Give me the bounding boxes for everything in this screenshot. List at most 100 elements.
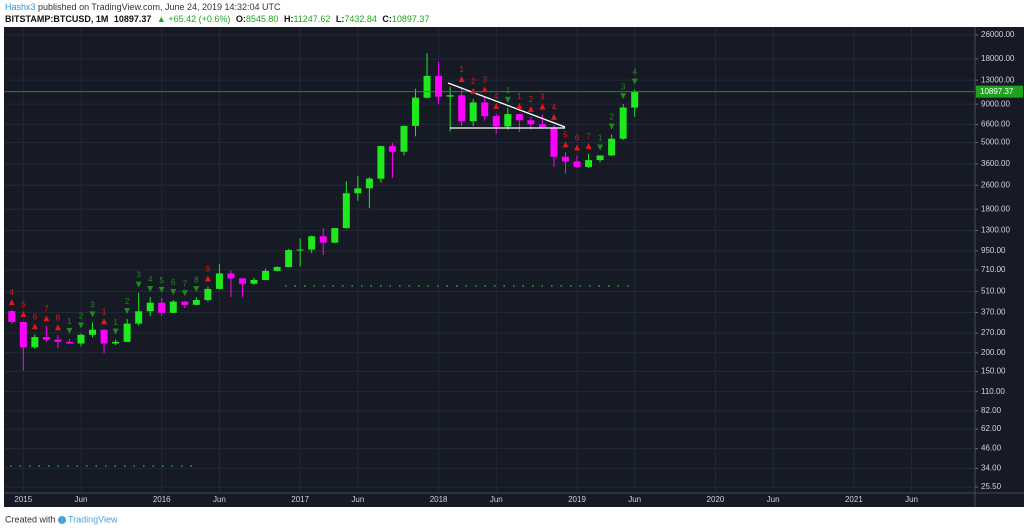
publish-line: Hashx3 published on TradingView.com, Jun… xyxy=(5,2,284,12)
buy-count: 4 xyxy=(632,68,637,77)
candle-body xyxy=(135,311,143,324)
buy-triangle xyxy=(124,307,131,314)
sell-count: 6 xyxy=(33,312,38,321)
y-tick-label: 200.00 xyxy=(981,348,1006,357)
sell-count: 8 xyxy=(56,313,61,322)
candle-body xyxy=(469,102,477,122)
candle-body xyxy=(400,125,408,152)
low-label: L: xyxy=(335,14,345,24)
y-tick-label: 82.00 xyxy=(981,406,1002,415)
trend-line xyxy=(447,82,566,128)
buy-count: 3 xyxy=(136,271,141,280)
x-tick-label: Jun xyxy=(628,495,641,504)
sell-triangle xyxy=(550,113,557,120)
candle-body xyxy=(515,114,523,121)
y-tick-label: 26000.00 xyxy=(981,30,1015,39)
sell-triangle xyxy=(470,87,477,94)
x-tick-label: 2021 xyxy=(845,495,863,504)
candle-body xyxy=(8,311,16,322)
candle-body xyxy=(481,102,489,117)
sell-count: 7 xyxy=(586,132,591,141)
candle-body xyxy=(169,301,177,313)
x-tick-label: 2018 xyxy=(430,495,448,504)
candle-body xyxy=(342,193,350,229)
buy-triangle xyxy=(170,289,177,296)
candle-body xyxy=(215,273,223,289)
y-tick-label: 62.00 xyxy=(981,424,1002,433)
y-tick-label: 950.00 xyxy=(981,246,1006,255)
y-tick-label: 6600.00 xyxy=(981,120,1010,129)
candle-body xyxy=(123,323,131,342)
sell-triangle xyxy=(516,102,523,109)
buy-count: 2 xyxy=(125,297,130,306)
x-tick-label: Jun xyxy=(213,495,226,504)
published: published on TradingView.com, June 24, 2… xyxy=(38,2,281,12)
author[interactable]: Hashx3 xyxy=(5,2,36,12)
sell-count: 1 xyxy=(459,65,464,74)
sell-triangle xyxy=(43,315,50,322)
change: ▲ +65.42 (+0.6%) xyxy=(156,14,231,24)
buy-count: 1 xyxy=(506,86,511,95)
y-tick-label: 370.00 xyxy=(981,308,1006,317)
buy-count: 8 xyxy=(194,275,199,284)
candle-body xyxy=(100,329,108,344)
candle-body xyxy=(365,178,373,189)
buy-triangle xyxy=(66,327,73,334)
footer-text: Created with xyxy=(5,514,56,524)
candle-body xyxy=(273,267,281,271)
buy-triangle xyxy=(89,311,96,318)
candle-body xyxy=(435,75,443,97)
x-tick-label: 2020 xyxy=(707,495,725,504)
buy-count: 7 xyxy=(183,279,188,288)
y-tick-label: 710.00 xyxy=(981,265,1006,274)
candle-body xyxy=(238,278,246,284)
y-tick-label: 1800.00 xyxy=(981,204,1010,213)
y-tick-label: 3600.00 xyxy=(981,159,1010,168)
sell-count: 5 xyxy=(563,130,568,139)
candle-body xyxy=(446,95,454,97)
labels: 26000.00 18000.00 13000.00 9000.00 6600.00 50… xyxy=(8,30,1023,504)
buy-count: 2 xyxy=(79,312,84,321)
sell-count: 3 xyxy=(483,75,488,84)
sell-triangle xyxy=(539,103,546,110)
buy-triangle xyxy=(193,286,200,293)
y-tick-label: 25.50 xyxy=(981,482,1002,491)
buy-count: 2 xyxy=(609,113,614,122)
sell-count: 2 xyxy=(529,95,534,104)
x-tick-label: 2015 xyxy=(14,495,32,504)
buy-triangle xyxy=(631,78,638,85)
sell-count: 3 xyxy=(540,93,545,102)
candle-body xyxy=(354,188,362,194)
low: 7432.84 xyxy=(344,14,377,24)
sell-triangle xyxy=(20,310,27,317)
y-tick-label: 5000.00 xyxy=(981,138,1010,147)
buy-triangle xyxy=(135,281,142,288)
sell-triangle xyxy=(204,275,211,282)
y-tick-label: 34.00 xyxy=(981,463,1002,472)
sell-count: 7 xyxy=(44,304,49,313)
candle-body xyxy=(423,75,431,98)
candle-body xyxy=(492,116,500,127)
buy-triangle xyxy=(620,93,627,100)
y-tick-label: 46.00 xyxy=(981,444,1002,453)
sell-triangle xyxy=(585,142,592,149)
buy-count: 6 xyxy=(171,278,176,287)
candle-body xyxy=(619,107,627,139)
buy-triangle xyxy=(608,123,615,130)
sell-count: 5 xyxy=(21,300,26,309)
candle-body xyxy=(319,236,327,243)
sell-count: 9 xyxy=(206,265,211,274)
x-tick-label: 2019 xyxy=(568,495,586,504)
candle-body xyxy=(388,146,396,152)
candle-body xyxy=(54,339,62,342)
y-tick-label: 270.00 xyxy=(981,328,1006,337)
y-tick-label: 510.00 xyxy=(981,287,1006,296)
buy-triangle xyxy=(77,322,84,329)
candle-body xyxy=(227,273,235,279)
candle-body xyxy=(573,161,581,167)
open-label: O: xyxy=(235,14,246,24)
x-tick-label: Jun xyxy=(905,495,918,504)
open: 8545.80 xyxy=(245,14,279,24)
sell-triangle xyxy=(8,299,15,306)
